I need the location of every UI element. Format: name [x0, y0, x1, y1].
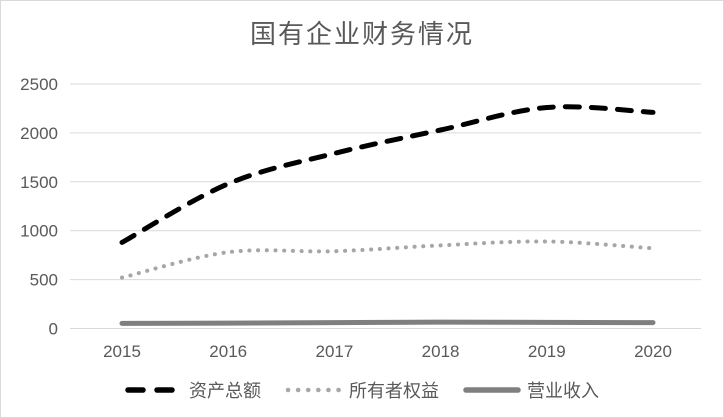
x-axis-tick-label: 2018	[422, 342, 460, 361]
legend-item-1: 所有者权益	[285, 377, 439, 403]
legend: 资产总额 所有者权益 营业收入	[1, 377, 723, 403]
y-axis-tick-label: 0	[49, 320, 58, 339]
y-axis-tick-label: 1500	[20, 173, 58, 192]
series-line-0	[119, 104, 656, 245]
series-line-1	[120, 239, 655, 280]
y-axis-tick-label: 1000	[20, 222, 58, 241]
legend-label: 营业收入	[527, 381, 599, 401]
chart-title: 国有企业财务情况	[249, 19, 474, 49]
y-axis-tick-label: 2000	[20, 124, 58, 143]
legend-marker-dashed-line-icon	[125, 387, 183, 393]
x-axis-tick-label: 2015	[103, 342, 141, 361]
legend-marker-dotted-line-icon	[285, 387, 343, 393]
x-axis-tick-label: 2017	[315, 342, 353, 361]
legend-label: 资产总额	[189, 381, 261, 401]
series-line-2	[119, 319, 656, 326]
legend-item-0: 资产总额	[125, 377, 261, 403]
legend-label: 所有者权益	[349, 381, 439, 401]
x-axis-tick-label: 2016	[209, 342, 247, 361]
y-axis-tick-label: 2500	[20, 75, 58, 94]
x-axis-tick-label: 2020	[634, 342, 672, 361]
legend-marker-solid-line-icon	[463, 387, 521, 393]
y-axis-tick-label: 500	[30, 271, 58, 290]
legend-item-2: 营业收入	[463, 377, 599, 403]
x-axis-tick-label: 2019	[528, 342, 566, 361]
